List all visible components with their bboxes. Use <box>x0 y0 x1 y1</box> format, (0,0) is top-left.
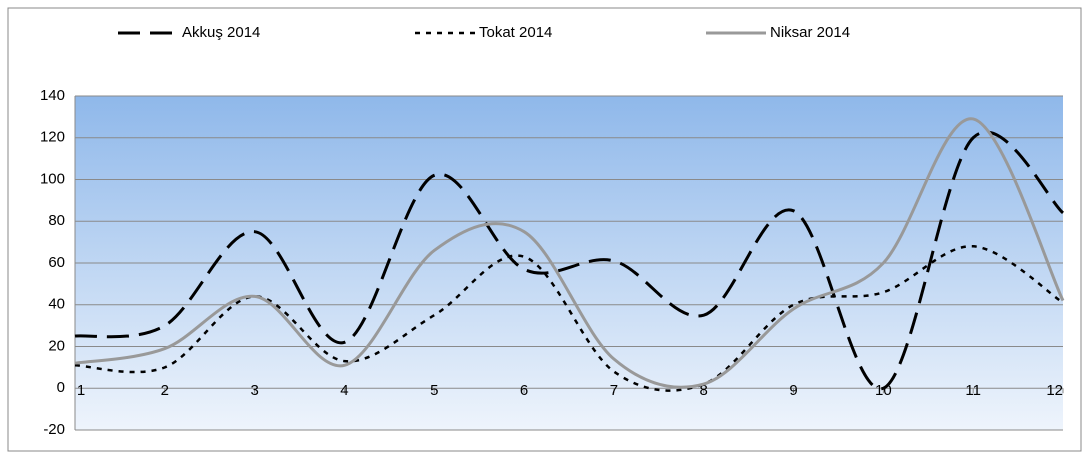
y-tick-label: 120 <box>40 129 65 146</box>
legend-label: Tokat 2014 <box>479 24 552 41</box>
x-tick-label: 7 <box>610 382 618 399</box>
series-line <box>74 130 1065 390</box>
y-tick-label: 140 <box>40 87 65 104</box>
legend-label: Akkuş 2014 <box>182 24 260 41</box>
x-tick-label: 12 <box>1046 382 1063 399</box>
x-tick-label: 2 <box>161 382 169 399</box>
y-tick-label: 40 <box>48 296 65 313</box>
x-tick-label: 6 <box>520 382 528 399</box>
x-tick-label: 11 <box>965 382 981 399</box>
y-tick-label: 80 <box>48 212 65 229</box>
x-tick-label: 5 <box>430 382 438 399</box>
x-tick-label: 4 <box>340 382 348 399</box>
y-tick-label: 100 <box>40 170 65 187</box>
legend-label: Niksar 2014 <box>770 24 850 41</box>
y-tick-label: 0 <box>57 379 65 396</box>
x-tick-label: 3 <box>250 382 258 399</box>
y-tick-label: 60 <box>48 254 65 271</box>
y-tick-label: 20 <box>48 337 65 354</box>
x-tick-label: 1 <box>77 382 85 399</box>
series-line <box>74 117 1065 389</box>
x-tick-label: 9 <box>789 382 797 399</box>
y-tick-label: -20 <box>43 421 65 438</box>
x-tick-label: 8 <box>700 382 708 399</box>
